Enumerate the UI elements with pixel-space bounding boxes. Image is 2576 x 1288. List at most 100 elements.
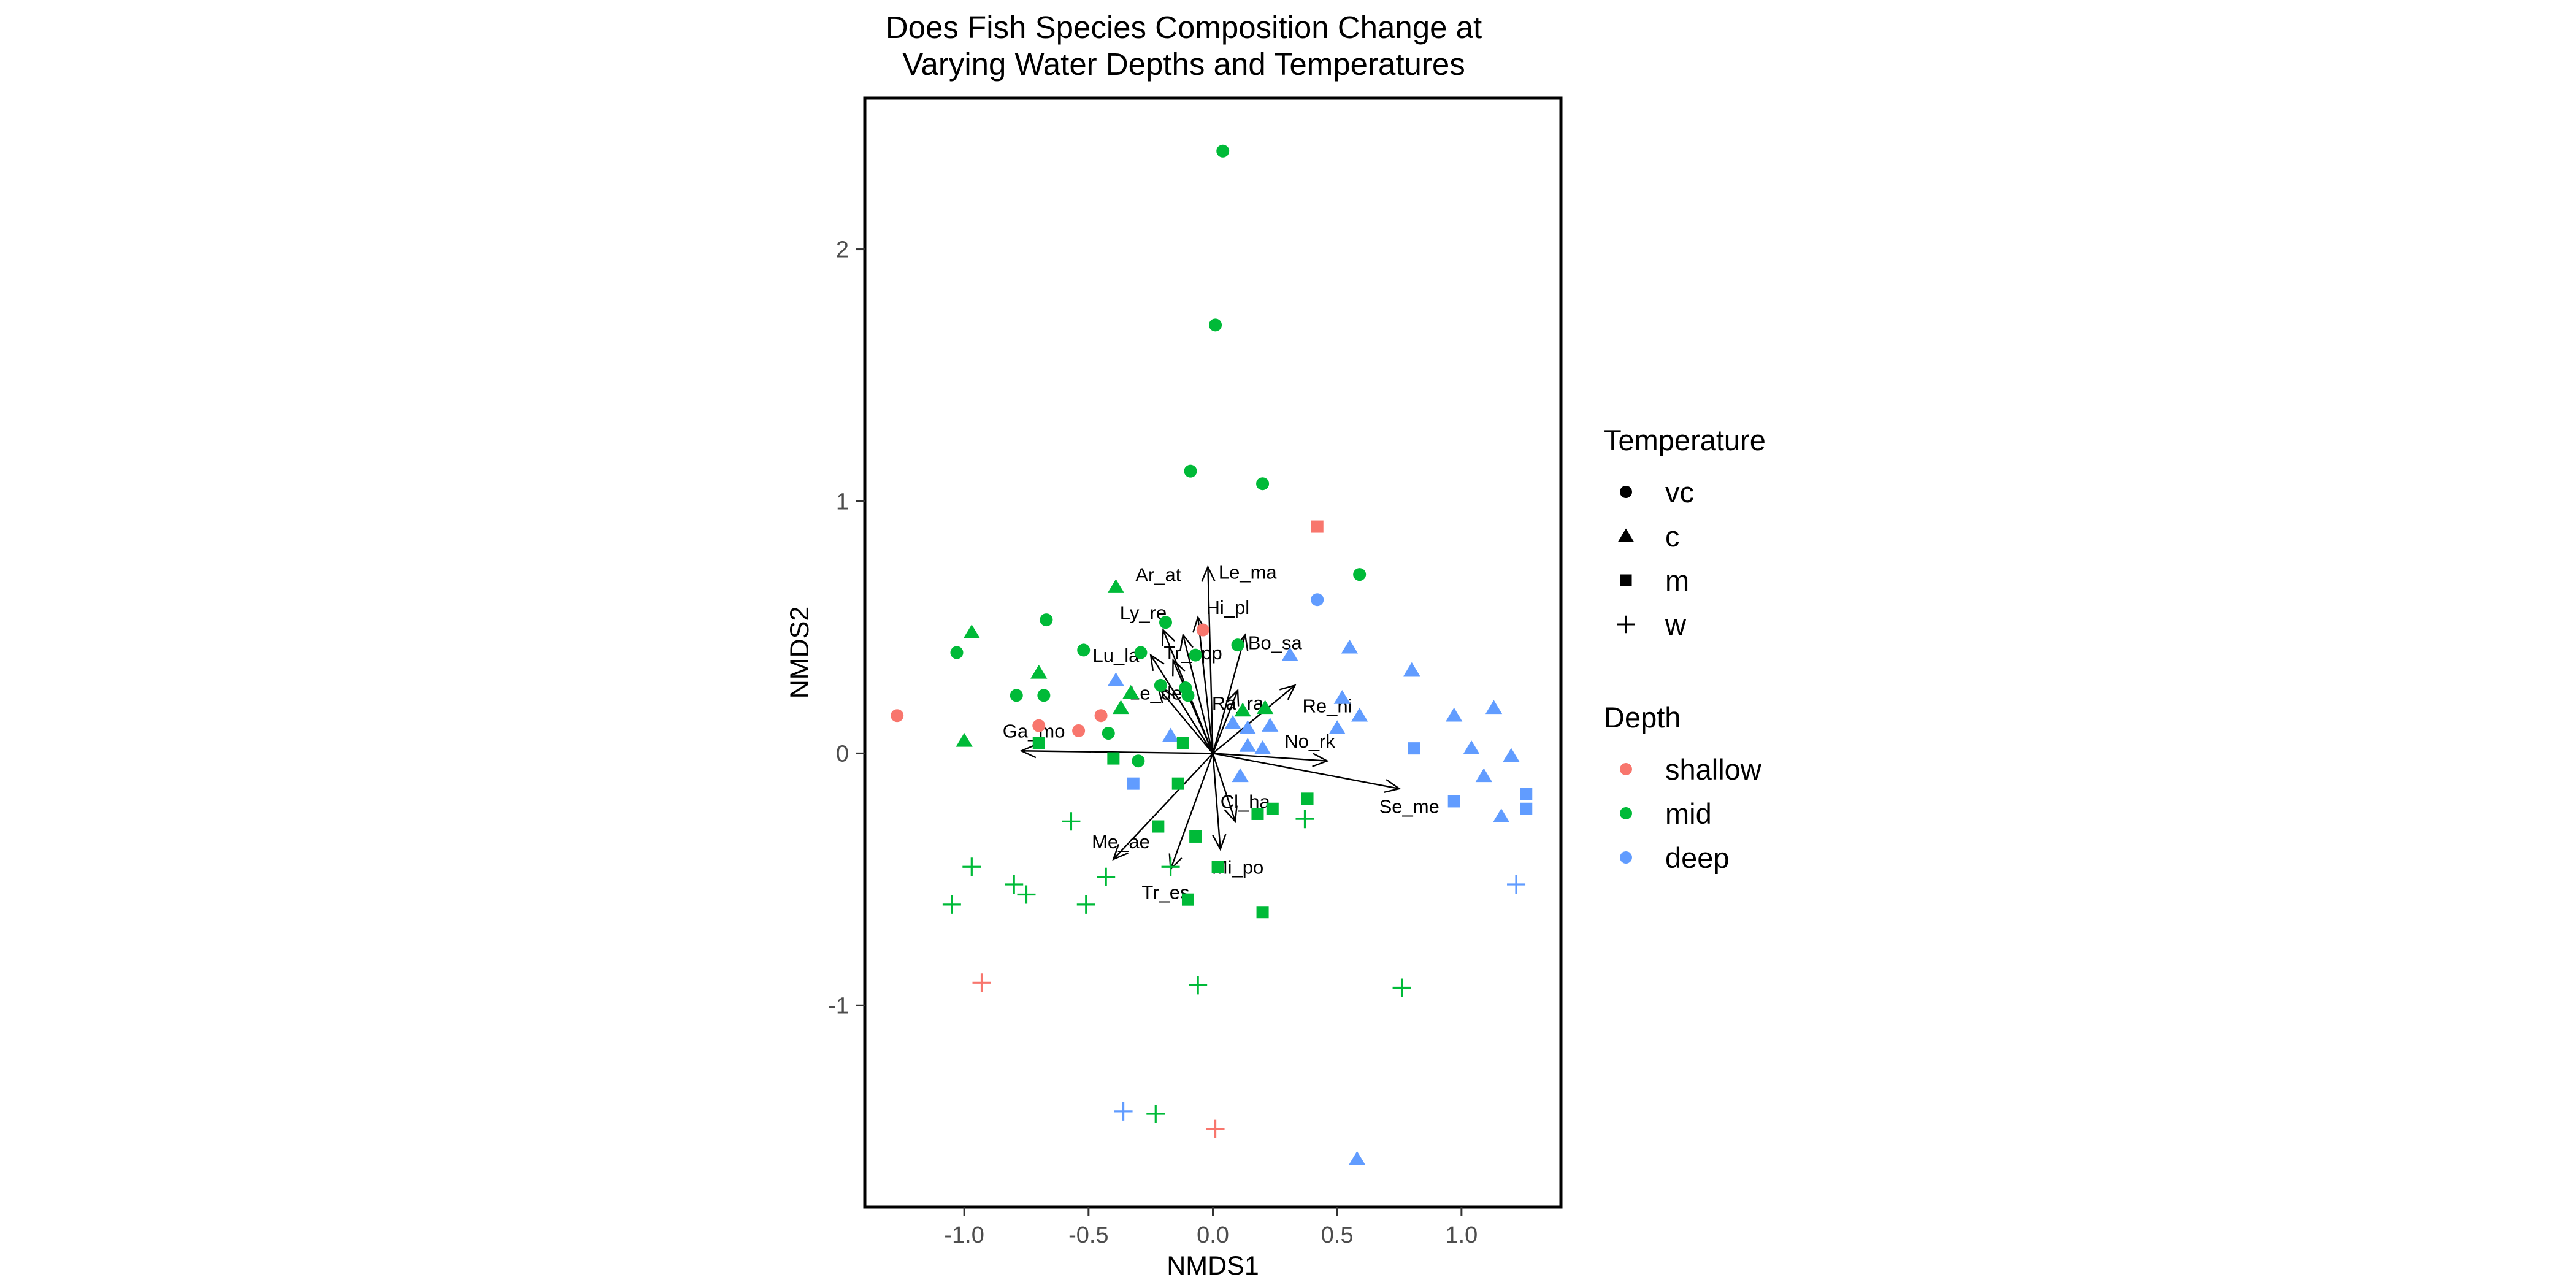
- legend-label: m: [1665, 564, 1689, 597]
- data-point: [1107, 752, 1120, 765]
- data-point: [1507, 875, 1526, 894]
- data-point: [1485, 700, 1503, 715]
- vector-arrow: [1179, 633, 1214, 754]
- species-vectors: Ar_atLe_maHi_plLy_reBo_saTr_sppLu_laLe_d…: [1003, 562, 1439, 903]
- data-point: [1311, 593, 1324, 607]
- vector-arrow: [1201, 565, 1216, 754]
- vector-arrow: [1212, 684, 1297, 754]
- data-point: [1475, 768, 1492, 783]
- vector-label: Le_ma: [1219, 562, 1278, 583]
- data-point: [1447, 795, 1460, 808]
- vector-label: Se_me: [1379, 796, 1439, 818]
- legend-label: deep: [1665, 841, 1730, 874]
- data-point: [1520, 788, 1533, 800]
- data-point: [1341, 639, 1359, 654]
- data-point: [1189, 976, 1208, 995]
- data-point: [1196, 623, 1209, 637]
- legend-title: Depth: [1604, 701, 1681, 734]
- vector-label: Tr_es: [1141, 881, 1189, 903]
- data-point: [1171, 777, 1184, 790]
- legend-key: [1620, 574, 1632, 586]
- data-point: [1159, 616, 1172, 629]
- data-point: [1463, 740, 1480, 754]
- data-point: [1097, 867, 1116, 886]
- legend-key: [1620, 763, 1632, 775]
- legend-label: w: [1665, 608, 1687, 641]
- data-point: [1408, 742, 1420, 755]
- legend-label: c: [1665, 520, 1680, 553]
- vector-arrow: [1212, 688, 1240, 754]
- y-tick-label: 0: [836, 741, 849, 767]
- data-point: [1094, 709, 1108, 723]
- legend-key: [1620, 807, 1632, 819]
- data-points: [891, 144, 1533, 1165]
- data-point: [1348, 1151, 1366, 1165]
- data-point: [956, 732, 973, 747]
- data-point: [1017, 885, 1036, 904]
- data-point: [1189, 648, 1202, 662]
- vector-label: Me_ae: [1092, 831, 1150, 853]
- data-point: [1077, 643, 1091, 657]
- data-point: [1206, 1119, 1225, 1138]
- vector-label: Hi_pl: [1206, 597, 1249, 618]
- data-point: [1107, 579, 1125, 593]
- data-point: [1037, 689, 1051, 702]
- data-point: [1146, 1104, 1165, 1123]
- data-point: [950, 646, 964, 659]
- vector-arrow: [1212, 753, 1227, 851]
- data-point: [972, 973, 991, 992]
- data-point: [1234, 702, 1251, 717]
- data-point: [1311, 520, 1324, 533]
- data-point: [1209, 318, 1222, 332]
- y-axis: -1 0 1 2: [828, 237, 865, 1019]
- legend-key: [1620, 486, 1632, 498]
- legend-key: [1617, 615, 1635, 634]
- data-point: [1154, 678, 1167, 692]
- data-point: [1216, 144, 1230, 158]
- legend-label: shallow: [1665, 753, 1762, 786]
- vector-label: Bo_sa: [1248, 632, 1303, 654]
- data-point: [1353, 568, 1367, 581]
- data-point: [1181, 689, 1195, 702]
- y-tick-label: -1: [828, 993, 849, 1019]
- chart-title-line-1: Does Fish Species Composition Change at: [886, 10, 1482, 45]
- data-point: [1232, 768, 1249, 783]
- data-point: [1076, 895, 1095, 914]
- data-point: [1328, 720, 1346, 735]
- data-point: [1251, 807, 1264, 820]
- data-point: [891, 709, 904, 723]
- x-tick-label: 1.0: [1445, 1222, 1478, 1248]
- chart-title: Does Fish Species Composition Change at …: [886, 10, 1482, 82]
- data-point: [1112, 700, 1130, 715]
- data-point: [1403, 662, 1420, 677]
- data-point: [1040, 613, 1053, 627]
- vector-label: Lu_la: [1092, 645, 1140, 666]
- legends: Temperature vc cmw Depth shallow mid deep: [1604, 424, 1766, 874]
- data-point: [1152, 820, 1165, 833]
- y-tick-label: 2: [836, 237, 849, 263]
- vector-label: Ra_ra: [1212, 692, 1264, 714]
- data-point: [1176, 737, 1189, 749]
- vector-arrow: [1213, 753, 1401, 794]
- data-point: [942, 895, 961, 914]
- x-tick-label: 0.0: [1197, 1222, 1229, 1248]
- data-point: [1114, 1102, 1133, 1121]
- data-point: [1181, 893, 1194, 906]
- legend-key: [1618, 528, 1634, 542]
- data-point: [1266, 802, 1279, 815]
- data-point: [1301, 792, 1314, 805]
- data-point: [1351, 707, 1368, 722]
- data-point: [1493, 808, 1510, 822]
- data-point: [1254, 740, 1271, 754]
- data-point: [1102, 726, 1115, 740]
- vector-arrow: [1112, 753, 1214, 861]
- data-point: [1161, 857, 1180, 876]
- y-axis-title: NMDS2: [785, 607, 815, 699]
- data-point: [1446, 707, 1463, 722]
- vector-arrow: [1019, 743, 1213, 759]
- data-point: [1256, 906, 1269, 919]
- vector-arrow: [1212, 753, 1238, 824]
- vector-arrow: [1172, 658, 1214, 754]
- data-point: [1072, 724, 1086, 737]
